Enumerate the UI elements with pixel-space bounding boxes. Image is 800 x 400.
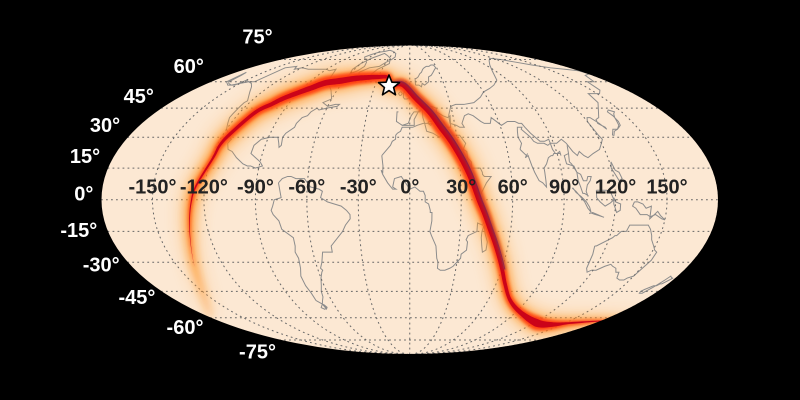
svg-text:-90°: -90° [237, 176, 274, 198]
svg-text:-45°: -45° [118, 287, 155, 309]
svg-text:45°: 45° [124, 86, 154, 108]
svg-text:90°: 90° [549, 176, 579, 198]
svg-text:15°: 15° [70, 146, 100, 168]
svg-text:60°: 60° [174, 56, 204, 78]
svg-text:150°: 150° [646, 176, 687, 198]
svg-text:-150°: -150° [128, 176, 176, 198]
svg-text:30°: 30° [90, 115, 120, 137]
svg-text:60°: 60° [498, 176, 528, 198]
svg-text:75°: 75° [242, 26, 272, 48]
svg-text:-120°: -120° [180, 176, 228, 198]
svg-text:-30°: -30° [340, 176, 377, 198]
svg-text:-30°: -30° [83, 254, 120, 276]
svg-text:-60°: -60° [167, 317, 204, 339]
svg-text:0°: 0° [74, 183, 93, 205]
svg-text:-60°: -60° [288, 176, 325, 198]
svg-text:0°: 0° [400, 176, 419, 198]
svg-text:-75°: -75° [239, 341, 276, 363]
svg-text:30°: 30° [446, 176, 476, 198]
svg-text:-15°: -15° [60, 220, 97, 242]
svg-text:120°: 120° [595, 176, 636, 198]
